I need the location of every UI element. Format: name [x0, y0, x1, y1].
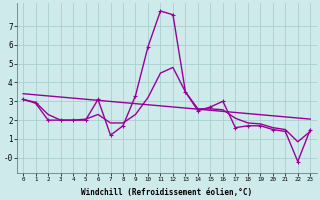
- X-axis label: Windchill (Refroidissement éolien,°C): Windchill (Refroidissement éolien,°C): [81, 188, 252, 197]
